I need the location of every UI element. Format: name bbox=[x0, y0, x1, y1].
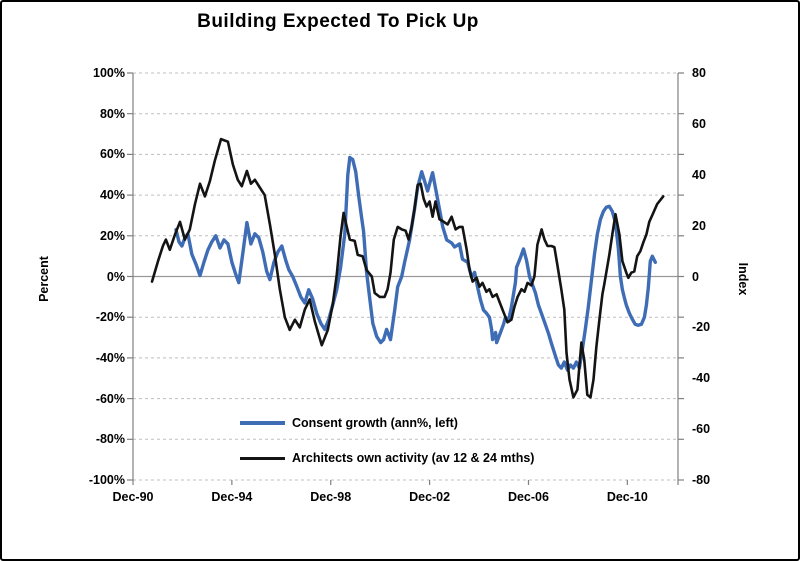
left-axis-tick-label: -20% bbox=[95, 310, 125, 325]
right-axis-tick-label: -40 bbox=[692, 371, 711, 386]
x-axis-tick-label: Dec-90 bbox=[112, 490, 154, 504]
left-axis-tick-label: -80% bbox=[95, 432, 125, 447]
x-axis-tick-label: Dec-06 bbox=[507, 490, 549, 504]
left-axis-tick-label: 60% bbox=[99, 147, 125, 162]
series-line-0 bbox=[174, 155, 657, 372]
x-axis-tick-label: Dec-98 bbox=[310, 490, 352, 504]
left-axis-tick-label: -100% bbox=[88, 473, 125, 487]
left-axis-tick-label: 20% bbox=[99, 228, 125, 243]
right-axis-tick-label: 20 bbox=[692, 218, 706, 233]
left-axis-tick-label: 80% bbox=[99, 106, 125, 121]
left-axis-tick-label: 0% bbox=[106, 269, 125, 284]
x-axis-tick-label: Dec-10 bbox=[606, 490, 648, 504]
legend-swatch-architects-activity bbox=[240, 456, 285, 460]
legend-swatch-consent-growth bbox=[240, 421, 285, 425]
legend-item-architects-activity: Architects own activity (av 12 & 24 mths… bbox=[240, 450, 534, 466]
legend-item-consent-growth: Consent growth (ann%, left) bbox=[240, 415, 458, 431]
right-axis-tick-label: -80 bbox=[692, 473, 711, 487]
legend-label-architects-activity: Architects own activity (av 12 & 24 mths… bbox=[292, 451, 535, 465]
legend-label-consent-growth: Consent growth (ann%, left) bbox=[292, 416, 458, 430]
right-axis-tick-label: 0 bbox=[692, 269, 699, 284]
series-line-1 bbox=[150, 137, 665, 399]
left-axis-tick-label: -40% bbox=[95, 350, 125, 365]
left-axis-tick-label: -60% bbox=[95, 391, 125, 406]
x-axis-tick-label: Dec-02 bbox=[409, 490, 451, 504]
left-axis-tick-label: 100% bbox=[93, 66, 125, 80]
right-axis-tick-label: -20 bbox=[692, 320, 711, 335]
right-axis-tick-label: 40 bbox=[692, 167, 706, 182]
x-axis-tick-label: Dec-94 bbox=[211, 490, 253, 504]
chart-title: Building Expected To Pick Up bbox=[197, 11, 479, 32]
right-axis-tick-label: 60 bbox=[692, 116, 706, 131]
right-axis-tick-label: -60 bbox=[692, 422, 711, 437]
left-axis-tick-label: 40% bbox=[99, 188, 125, 203]
right-axis-tick-label: 80 bbox=[692, 66, 706, 80]
